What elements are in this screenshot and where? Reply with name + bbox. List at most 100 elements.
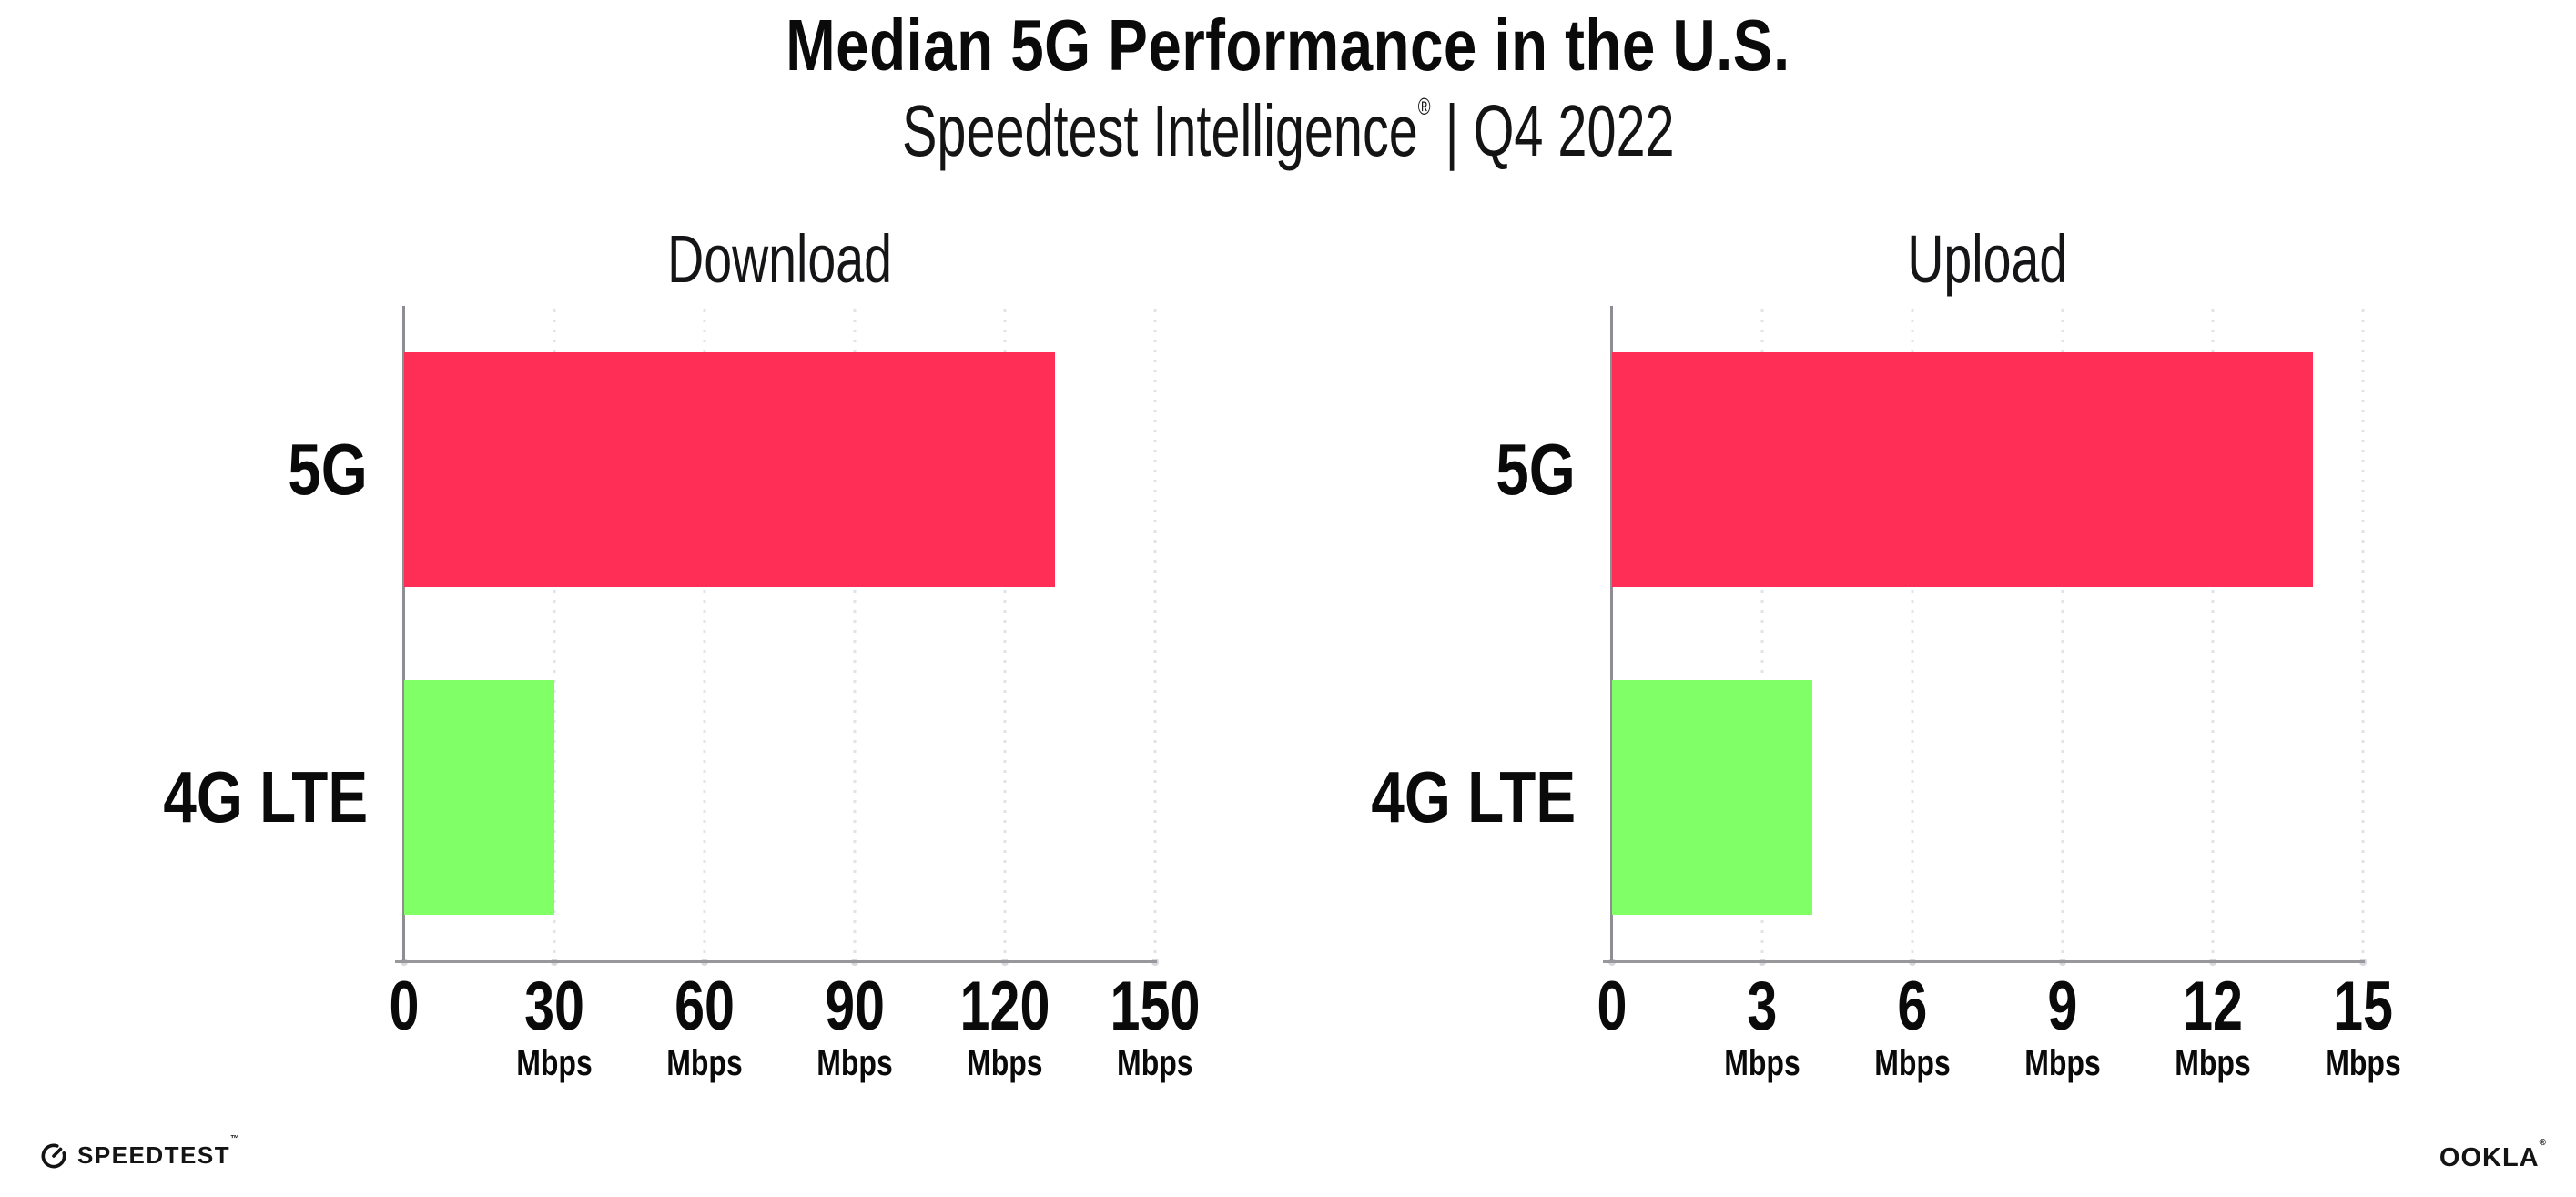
gridline-60 (703, 309, 706, 961)
ookla-registered-mark: ® (2539, 1138, 2547, 1149)
x-tick-0: 0 (1593, 972, 1631, 1041)
gridline-3 (1760, 309, 1764, 961)
upload-chart: Upload 5G 4G LTE 0 3 Mbps 6 Mbps 9 Mbps 12 Mbps 15… (1357, 215, 2401, 1116)
category-label-5g: 5G (149, 306, 404, 634)
speedtest-wordmark-text: SPEEDTEST (77, 1141, 231, 1169)
bar-5g (1612, 352, 2313, 587)
speedtest-wordmark: SPEEDTEST™ (77, 1134, 241, 1170)
chart-main-title-text: Median 5G Performance in the U.S. (786, 5, 1790, 86)
download-category-axis: 5G 4G LTE (149, 306, 404, 961)
x-tick-number-text-120: 120 (959, 968, 1050, 1045)
download-x-axis: 0 30 Mbps 60 Mbps 90 Mbps 120 Mbps 150 Mbps (390, 961, 1201, 1116)
x-tick-unit-text-6: Mbps (1874, 1043, 1951, 1083)
x-tick-number-text-15: 15 (2333, 968, 2393, 1045)
subtitle-period: | Q4 2022 (1430, 90, 1675, 171)
gridline-30 (553, 309, 556, 961)
x-tick-unit-text-60: Mbps (666, 1043, 743, 1083)
x-tick-unit-text-90: Mbps (816, 1043, 893, 1083)
speedtest-logo: SPEEDTEST™ (40, 1134, 241, 1170)
gridline-120 (1003, 309, 1007, 961)
upload-chart-title-text: Upload (1907, 221, 2068, 297)
x-tick-unit-60: Mbps (657, 1045, 752, 1081)
x-tick-number-3: 3 (1715, 972, 1810, 1041)
category-label-4g-lte: 4G LTE (1357, 634, 1612, 961)
x-tick-90: 90 Mbps (807, 972, 902, 1083)
x-tick-number-150: 150 (1098, 972, 1213, 1041)
speedtest-gauge-icon (41, 1143, 66, 1168)
x-tick-150: 150 Mbps (1098, 972, 1213, 1083)
x-tick-number-text-3: 3 (1747, 968, 1778, 1045)
x-tick-number-12: 12 (2165, 972, 2260, 1041)
download-chart-title: Download (404, 215, 1155, 306)
header: Median 5G Performance in the U.S. Speedt… (0, 9, 2576, 167)
x-tick-unit-text-9: Mbps (2024, 1043, 2101, 1083)
speedtest-trademark-mark: ™ (230, 1134, 241, 1144)
x-tick-unit-9: Mbps (2015, 1045, 2110, 1081)
x-tick-number-60: 60 (657, 972, 752, 1041)
chart-subtitle-text: Speedtest Intelligence® | Q4 2022 (902, 95, 1675, 167)
category-label-5g: 5G (1357, 306, 1612, 634)
ookla-logo: OOKLA® (2439, 1138, 2547, 1173)
x-tick-number-text-9: 9 (2047, 968, 2078, 1045)
x-tick-unit-6: Mbps (1865, 1045, 1960, 1081)
x-tick-number-9: 9 (2015, 972, 2110, 1041)
upload-category-axis: 5G 4G LTE (1357, 306, 1612, 961)
x-tick-6: 6 Mbps (1865, 972, 1960, 1082)
x-tick-number-0: 0 (1593, 972, 1631, 1041)
x-tick-30: 30 Mbps (507, 972, 602, 1082)
x-tick-number-90: 90 (807, 972, 902, 1041)
bar-4g-lte (404, 680, 554, 915)
x-tick-3: 3 Mbps (1715, 972, 1810, 1082)
x-tick-number-text-0: 0 (1597, 968, 1628, 1045)
x-tick-number-text-150: 150 (1110, 968, 1201, 1045)
x-tick-unit-text-150: Mbps (1117, 1043, 1193, 1083)
category-label-text-4g-lte: 4G LTE (163, 756, 368, 837)
x-tick-number-30: 30 (507, 972, 602, 1041)
x-tick-unit-text-3: Mbps (1724, 1043, 1800, 1083)
x-tick-9: 9 Mbps (2015, 972, 2110, 1082)
x-tick-number-120: 120 (948, 972, 1063, 1041)
x-axis-line (1603, 960, 2365, 963)
x-tick-number-text-60: 60 (674, 968, 735, 1045)
category-label-text-5g: 5G (288, 429, 368, 510)
download-chart-title-text: Download (667, 221, 892, 297)
upload-x-axis: 0 3 Mbps 6 Mbps 9 Mbps 12 Mbps 15 Mbps (1597, 961, 2401, 1116)
x-tick-number-text-6: 6 (1897, 968, 1928, 1045)
footer: SPEEDTEST™ OOKLA® (0, 1129, 2576, 1183)
x-tick-60: 60 Mbps (657, 972, 752, 1082)
download-chart: Download 5G 4G LTE 0 30 Mbps 60 Mbps 90 Mbps 120… (149, 215, 1201, 1116)
upload-chart-title: Upload (1612, 215, 2363, 306)
category-label-text-4g-lte: 4G LTE (1371, 756, 1576, 837)
category-label-4g-lte: 4G LTE (149, 634, 404, 961)
x-tick-unit-text-30: Mbps (516, 1043, 593, 1083)
x-tick-unit-3: Mbps (1715, 1045, 1810, 1081)
gridline-150 (1153, 309, 1157, 961)
gridline-15 (2361, 309, 2365, 961)
category-label-text-5g: 5G (1496, 429, 1576, 510)
x-axis-line (395, 960, 1157, 963)
x-tick-unit-15: Mbps (2316, 1045, 2410, 1081)
y-axis-line (1610, 306, 1613, 961)
x-tick-0: 0 (385, 972, 423, 1041)
x-tick-unit-12: Mbps (2165, 1045, 2260, 1081)
x-tick-unit-text-120: Mbps (967, 1043, 1043, 1083)
x-tick-unit-30: Mbps (507, 1045, 602, 1081)
download-plot-area (395, 306, 1159, 966)
x-tick-number-text-30: 30 (524, 968, 584, 1045)
registered-trademark-mark: ® (1417, 93, 1431, 120)
x-tick-number-15: 15 (2316, 972, 2410, 1041)
x-tick-unit-120: Mbps (948, 1045, 1063, 1081)
x-tick-15: 15 Mbps (2316, 972, 2410, 1082)
gridline-12 (2211, 309, 2215, 961)
ookla-wordmark-text: OOKLA (2439, 1143, 2540, 1172)
y-axis-line (402, 306, 405, 961)
chart-main-title: Median 5G Performance in the U.S. (0, 9, 2576, 82)
x-tick-12: 12 Mbps (2165, 972, 2260, 1082)
bar-4g-lte (1612, 680, 1812, 915)
x-tick-number-6: 6 (1865, 972, 1960, 1041)
x-tick-number-text-0: 0 (389, 968, 420, 1045)
x-tick-number-text-90: 90 (825, 968, 885, 1045)
x-tick-unit-text-12: Mbps (2175, 1043, 2251, 1083)
upload-plot-area (1603, 306, 2367, 966)
